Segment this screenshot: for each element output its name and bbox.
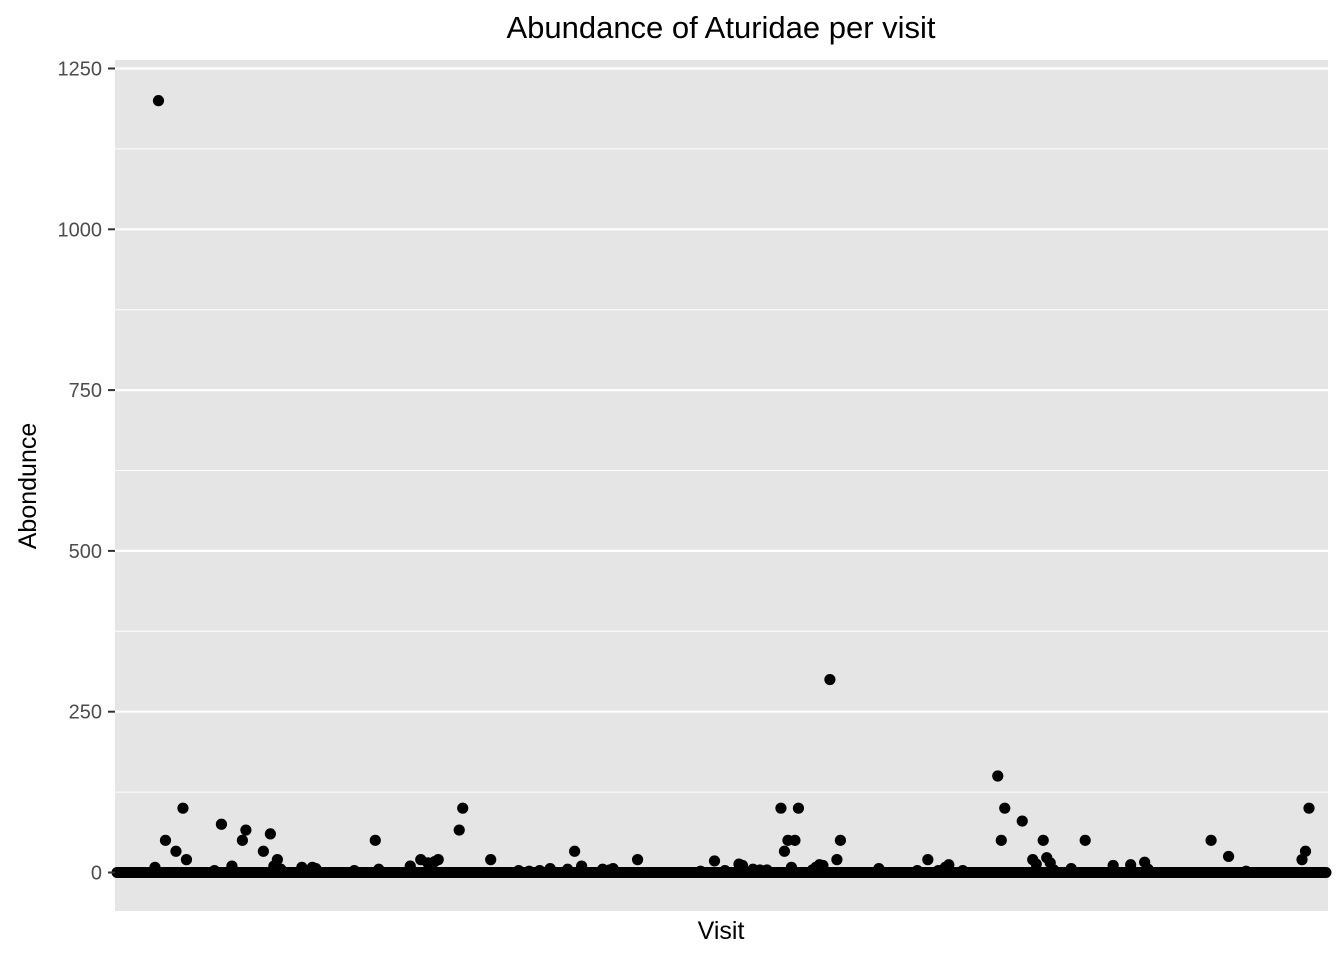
y-tick-label: 1250 [58,59,103,81]
data-point [1303,802,1315,814]
data-point [1016,815,1028,827]
data-point [453,824,465,836]
data-point [534,864,546,877]
data-point [1079,834,1091,846]
x-axis-title: Visit [698,917,745,945]
data-point [296,861,308,873]
data-point [1030,858,1042,870]
data-point [792,802,805,814]
y-axis-title: Abondunce [14,423,42,550]
data-point [159,834,172,846]
data-point [817,859,829,872]
data-point [631,854,644,866]
data-point [404,860,416,872]
data-point [778,845,791,857]
y-tick-label: 750 [69,380,102,402]
data-point [271,854,283,866]
data-point [1296,854,1308,866]
data-point [1299,845,1312,857]
plot-panel [115,60,1328,911]
data-point [373,863,385,875]
data-point [485,854,497,866]
data-point [1065,863,1077,875]
data-point [208,864,221,877]
data-point [432,854,444,866]
data-point [789,834,801,846]
data-point [544,863,556,875]
data-point [708,855,721,867]
data-point [992,770,1004,782]
data-point [873,863,885,875]
data-point [824,673,836,686]
data-point [1107,859,1119,872]
y-tick-label: 1000 [58,219,103,241]
data-point [275,863,287,875]
data-point [834,834,847,846]
data-point [180,854,193,866]
data-point [1125,859,1137,871]
y-tick-label: 500 [69,541,102,563]
data-point [236,834,249,846]
data-point [523,865,535,877]
data-point [1240,865,1252,877]
data-point [177,802,189,814]
data-point [957,864,969,877]
data-point [785,861,798,873]
data-point [264,828,276,840]
data-point [215,818,228,830]
y-axis: 0 250 500 750 1000 1250 [58,59,115,885]
minor-gridlines [115,148,1328,793]
data-point [152,95,165,107]
data-point [922,854,934,866]
data-point [775,802,787,814]
data-point [170,845,182,857]
y-tick-label: 250 [69,702,102,724]
data-point [1222,850,1235,863]
data-point [761,864,773,876]
data-point [149,861,161,873]
data-point [736,859,749,872]
data-point [694,865,707,877]
y-tick-label: 0 [91,863,102,885]
data-point [257,845,269,857]
data-point [562,863,574,875]
data-points [149,95,1315,877]
data-point [719,864,731,877]
data-point [1037,834,1049,846]
data-point [607,863,619,875]
data-point [310,863,322,875]
data-point [831,854,843,866]
data-point [513,864,525,877]
data-point [999,802,1011,814]
data-point [240,824,252,836]
data-point [1205,834,1217,846]
data-point [226,860,238,872]
data-point [576,860,588,872]
data-point [1142,863,1154,875]
data-point [348,864,360,877]
data-point [911,864,923,877]
data-point [1048,864,1060,876]
data-point [369,834,381,846]
chart-title: Abundance of Aturidae per visit [506,10,935,45]
data-point [995,834,1007,846]
data-point [569,845,581,857]
data-point [943,859,955,871]
data-point [457,802,469,814]
